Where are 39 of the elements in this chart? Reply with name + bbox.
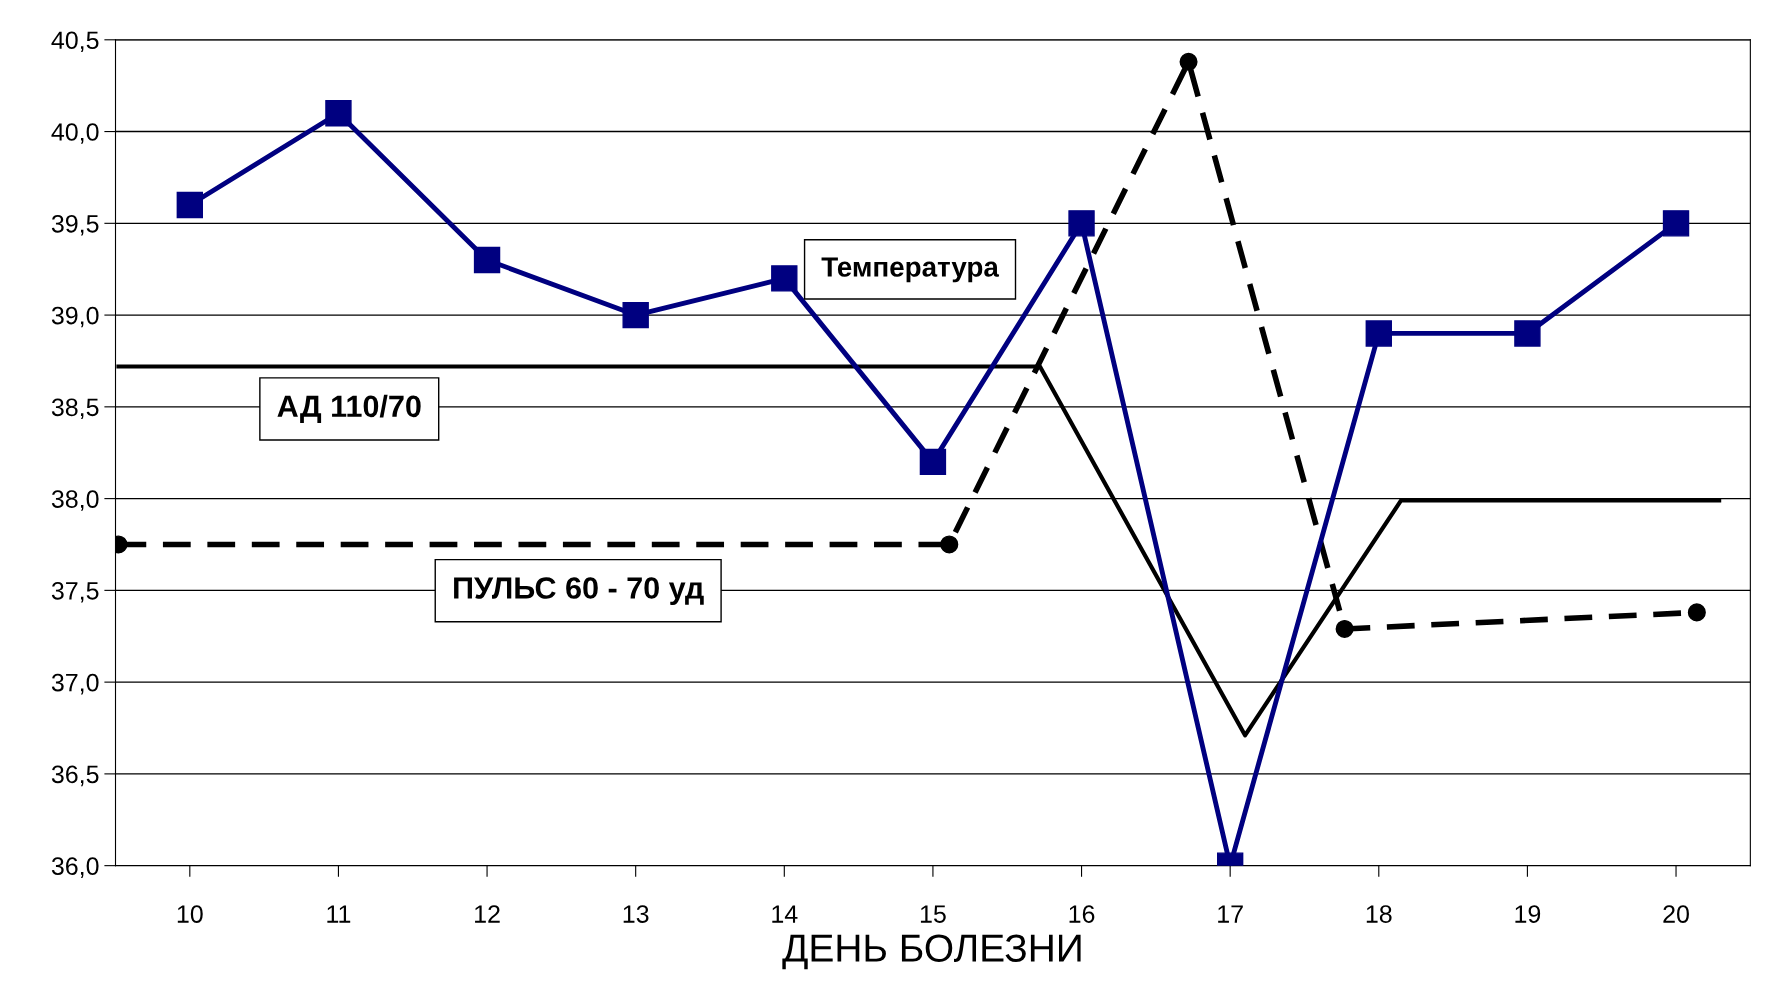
y-tick-label: 40,0 — [51, 123, 99, 144]
point — [1179, 52, 1198, 71]
x-tick-label: 16 — [1069, 905, 1095, 923]
y-tick-label: 37,0 — [51, 673, 99, 695]
point — [325, 100, 352, 127]
point — [1335, 619, 1354, 638]
point — [1687, 603, 1706, 622]
x-axis-title: ДЕНЬ БОЛЕЗНИ — [782, 934, 1081, 970]
point — [622, 301, 649, 329]
x-tick-label: 18 — [1366, 905, 1392, 923]
x-tick-label: 11 — [327, 905, 351, 923]
point — [919, 448, 947, 476]
x-tick-label: 17 — [1218, 905, 1243, 923]
x-tick-label: 15 — [920, 905, 946, 923]
x-tick-label: 10 — [177, 905, 203, 923]
y-tick-label: 39,0 — [51, 306, 99, 328]
y-tick-label: 38,0 — [51, 490, 99, 511]
x-tick-label: 12 — [475, 905, 500, 923]
y-tick-label: 39,5 — [51, 214, 99, 236]
annotation: ПУЛЬС 60 - 70 уд — [454, 577, 704, 605]
y-tick-label: 40,5 — [51, 31, 99, 53]
point — [1514, 320, 1541, 347]
x-tick-label: 13 — [623, 905, 649, 923]
point — [1365, 320, 1392, 347]
y-tick-label: 37,5 — [51, 581, 99, 603]
annotation: Температура — [821, 257, 1000, 283]
point — [1662, 210, 1690, 237]
x-tick-label: 20 — [1663, 905, 1689, 923]
point — [473, 246, 501, 274]
point — [940, 535, 959, 554]
annotation: АД 110/70 — [277, 394, 421, 423]
y-tick-label: 38,5 — [51, 398, 99, 420]
y-tick-label: 36,5 — [51, 765, 99, 787]
y-tick-label: 36,0 — [51, 857, 99, 878]
point — [1068, 210, 1095, 237]
x-tick-label: 19 — [1515, 905, 1541, 923]
x-tick-label: 14 — [772, 905, 798, 923]
point — [176, 191, 204, 219]
point — [771, 265, 798, 292]
